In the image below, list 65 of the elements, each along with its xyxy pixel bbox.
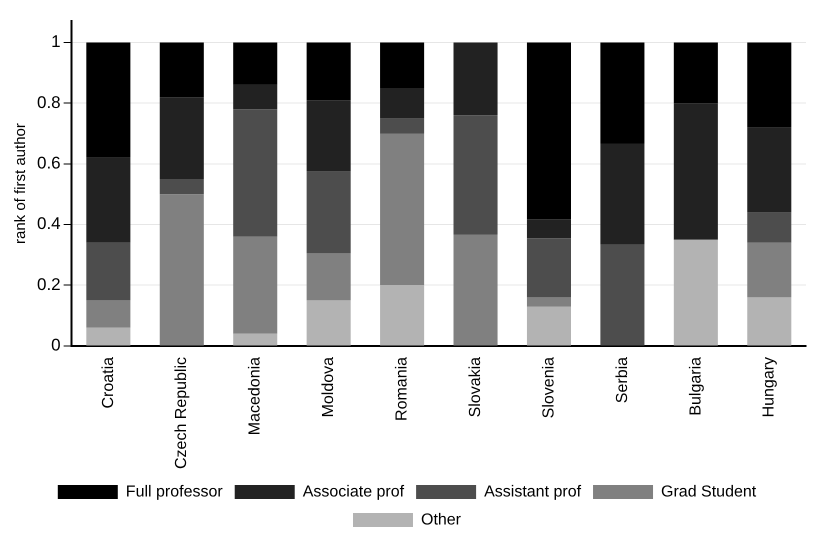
bar — [380, 133, 424, 286]
bar — [380, 42, 424, 88]
x-tick-label: Croatia — [100, 356, 117, 409]
y-tick-label: 1 — [51, 32, 61, 52]
y-tick-label: 0 — [51, 336, 61, 355]
bar — [600, 144, 644, 245]
bar — [380, 88, 424, 118]
bar — [233, 42, 278, 85]
x-tick-label: Serbia — [614, 356, 631, 404]
bar — [306, 42, 351, 100]
y-tick-label: 0.2 — [36, 274, 61, 294]
bar — [526, 238, 572, 298]
bar — [747, 242, 792, 298]
y-tick-label: 0.8 — [36, 92, 61, 112]
bar — [454, 42, 498, 116]
bar — [306, 171, 351, 254]
y-tick-label: 0.4 — [36, 214, 61, 234]
bar — [86, 42, 130, 158]
x-tick-label: Czech Republic — [173, 356, 190, 470]
bar — [86, 328, 130, 346]
bar — [306, 100, 351, 172]
bar — [160, 179, 204, 194]
bar — [674, 42, 718, 104]
bar — [454, 234, 498, 346]
bar — [380, 118, 424, 134]
x-tick-label: Hungary — [760, 356, 778, 418]
legend-label: Assistant prof — [484, 483, 582, 500]
y-tick-label: 0.6 — [36, 154, 61, 173]
x-tick-label: Macedonia — [246, 356, 264, 436]
x-tick-label: Moldova — [320, 356, 338, 418]
bar — [526, 219, 572, 238]
bar — [526, 42, 572, 220]
legend-label: Other — [420, 511, 462, 528]
bar — [86, 300, 130, 328]
bar — [747, 297, 792, 346]
bar — [600, 42, 644, 144]
bar — [747, 127, 792, 212]
bar — [600, 244, 644, 346]
x-tick-label: Romania — [394, 356, 411, 421]
bar — [86, 158, 130, 243]
legend-label: Full professor — [126, 483, 224, 500]
bar — [160, 194, 204, 346]
bar — [306, 253, 351, 300]
bar — [380, 285, 424, 346]
bar — [674, 240, 718, 346]
x-tick-label: Slovakia — [466, 356, 484, 418]
x-tick-label: Bulgaria — [687, 356, 704, 416]
bar — [454, 115, 498, 235]
bar — [233, 84, 278, 110]
bar — [160, 42, 204, 98]
bar — [160, 97, 204, 180]
legend-label: Associate prof — [302, 483, 405, 500]
legend-label: Grad Student — [661, 483, 757, 500]
bar — [747, 212, 792, 243]
bar — [526, 306, 572, 346]
bar — [233, 334, 278, 346]
bar — [747, 42, 792, 128]
bar — [306, 300, 351, 346]
y-axis-title: rank of first author — [12, 123, 30, 244]
bar — [233, 109, 278, 237]
bar — [233, 236, 278, 334]
bar — [674, 103, 718, 240]
x-tick-label: Slovenia — [540, 356, 558, 418]
bar — [526, 297, 572, 306]
bar — [86, 242, 130, 300]
